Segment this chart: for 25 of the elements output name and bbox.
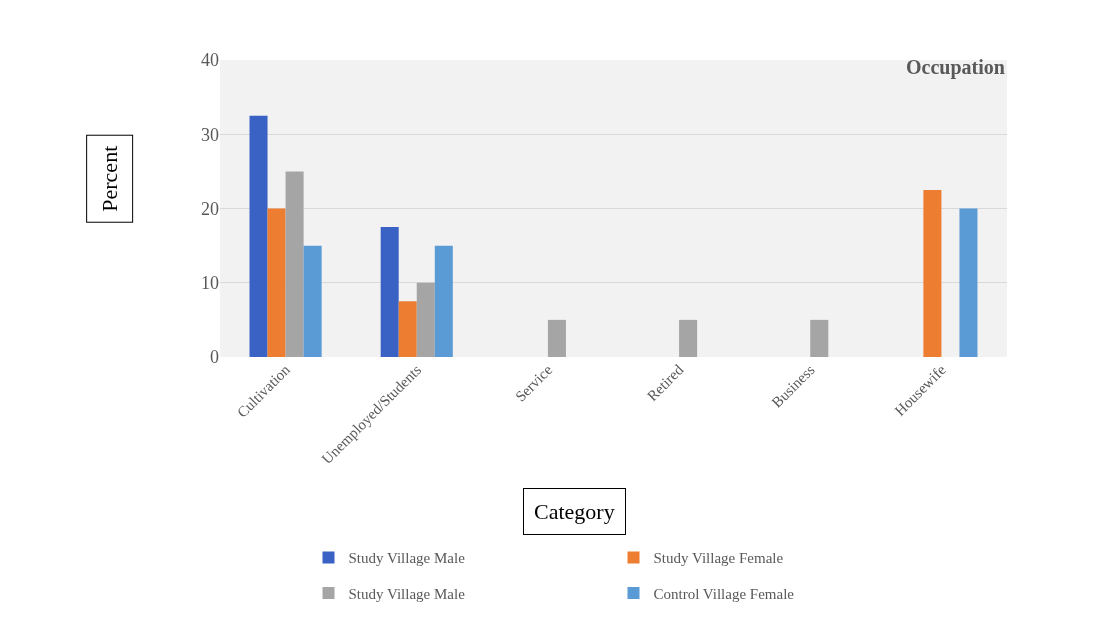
y-tick-label: 20: [201, 198, 219, 219]
y-tick-label: 10: [201, 273, 219, 294]
bar: [959, 208, 978, 357]
legend-label: Study Village Male: [348, 585, 466, 602]
bar: [923, 189, 942, 357]
bar: [547, 319, 566, 357]
bar: [416, 282, 435, 357]
y-axis-title: Percent: [97, 145, 123, 212]
y-tick-label: 40: [201, 50, 219, 71]
y-tick-label: 30: [201, 124, 219, 145]
bar: [303, 245, 322, 357]
bar: [434, 245, 453, 357]
bar: [249, 115, 268, 357]
bar: [810, 319, 829, 357]
y-tick-label: 0: [210, 347, 219, 368]
legend-label: Study Village Male: [348, 550, 466, 567]
bar: [398, 301, 417, 357]
legend-label: Study Village Female: [653, 550, 784, 567]
bar: [285, 171, 304, 357]
bar: [679, 319, 698, 357]
chart-title: Occupation: [906, 56, 1005, 79]
x-axis-title: Category: [534, 499, 615, 524]
legend-label: Control Village Female: [653, 585, 795, 602]
bar: [380, 227, 399, 357]
bar: [267, 208, 286, 357]
